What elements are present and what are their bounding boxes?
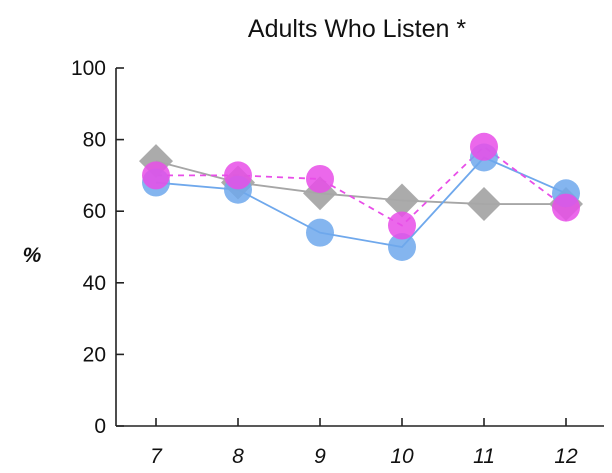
y-tick-label: 100 (71, 57, 106, 80)
y-tick-label: 40 (83, 272, 106, 295)
x-tick-label: 7 (150, 445, 163, 468)
y-tick-label: 60 (83, 200, 106, 223)
series-2-line (156, 145, 567, 227)
series-2-point (306, 164, 334, 193)
series-2-point (224, 161, 252, 190)
y-axis-label: % (23, 244, 42, 267)
x-tick-label: 9 (314, 445, 326, 468)
series-2-point (388, 211, 416, 240)
chart-title: Adults Who Listen * (248, 15, 466, 43)
y-tick-label: 80 (83, 129, 106, 152)
y-tick-label: 0 (94, 415, 106, 438)
x-tick-label: 12 (554, 445, 578, 468)
series-1-point (306, 218, 334, 247)
series-0-point (467, 187, 501, 222)
y-tick-label: 20 (83, 343, 106, 366)
series-2-point (552, 193, 580, 222)
x-tick-label: 8 (232, 445, 244, 468)
series-2-point (142, 161, 170, 190)
x-tick-label: 11 (473, 445, 495, 468)
series-0-point (385, 183, 419, 218)
plot-area: 0 20 40 60 80 100 7 8 9 10 11 12 (71, 57, 604, 468)
series-2-point (470, 132, 498, 161)
x-tick-label: 10 (390, 445, 414, 468)
series-0-line (155, 160, 566, 205)
series-1-point (388, 233, 416, 261)
